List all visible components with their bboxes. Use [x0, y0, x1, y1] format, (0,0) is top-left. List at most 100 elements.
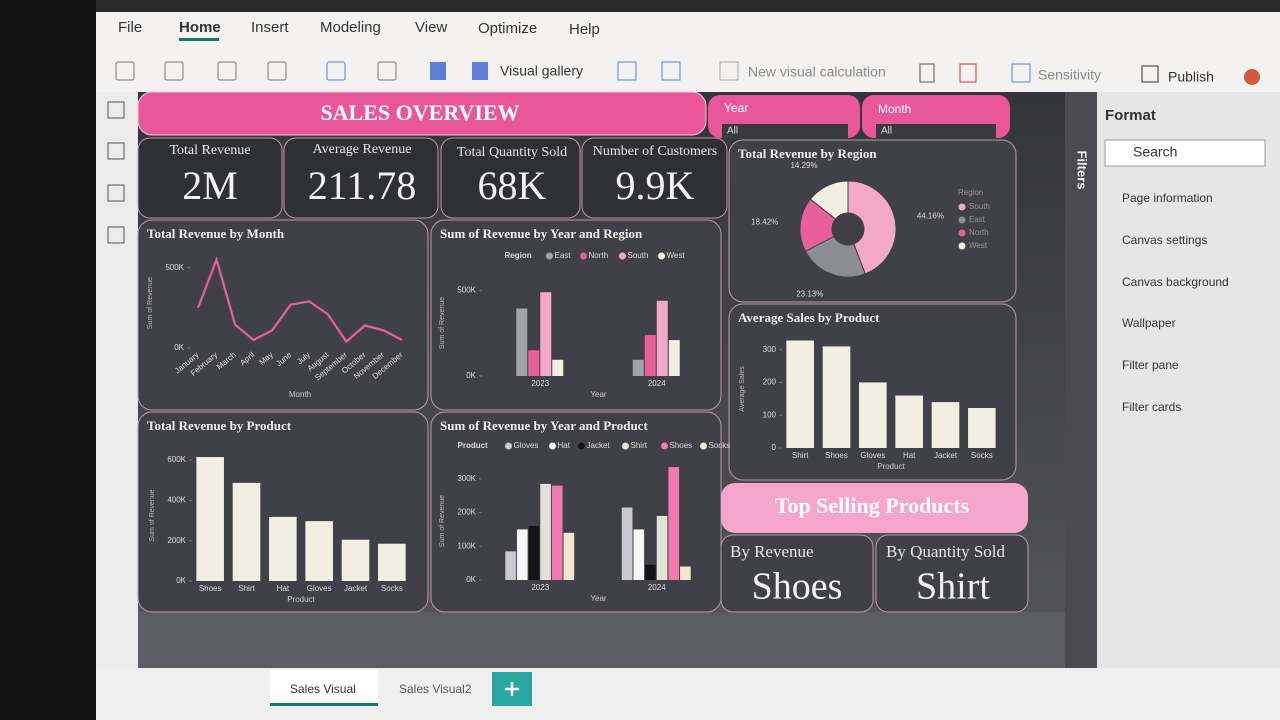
slicer-dropdown[interactable]: [722, 124, 848, 138]
search-placeholder: Search: [1133, 144, 1177, 160]
pane-section[interactable]: Filter pane: [1122, 358, 1179, 372]
y-tick-label: 200K: [167, 536, 186, 545]
card-label: Total Quantity Sold: [457, 145, 567, 160]
card: [283, 137, 439, 219]
legend-label: Socks: [709, 441, 731, 450]
card: [720, 534, 874, 613]
line: [196, 256, 403, 344]
chart-title: Total Revenue by Product: [147, 418, 292, 433]
ribbon-button[interactable]: Publish: [1168, 69, 1214, 85]
legend-swatch: [622, 442, 629, 450]
y-axis-label: Sum of Revenue: [149, 489, 156, 541]
bar: [378, 543, 406, 581]
pane-section[interactable]: Wallpaper: [1122, 316, 1176, 330]
ribbon-button[interactable]: Sensitivity: [1038, 67, 1101, 83]
y-tick-label: 0K: [176, 576, 186, 585]
card-value: Shoes: [752, 566, 843, 608]
tab[interactable]: Insert: [251, 19, 289, 36]
legend-label: North: [589, 251, 609, 260]
legend-label: Shirt: [631, 441, 648, 450]
y-axis-label: Average Sales: [739, 366, 746, 412]
search-box[interactable]: [1104, 139, 1266, 167]
legend-title: Product: [458, 441, 489, 450]
legend-label: East: [969, 215, 986, 224]
slicer-label: Month: [878, 102, 911, 116]
filters-strip[interactable]: [1065, 92, 1097, 668]
tab[interactable]: Modeling: [320, 19, 381, 36]
tab[interactable]: Help: [569, 21, 600, 38]
canvas-bottom: [138, 612, 1065, 668]
filters-label[interactable]: Filters: [1075, 150, 1090, 189]
bar: [540, 292, 552, 376]
dashboard-title: SALES OVERVIEW: [320, 100, 519, 125]
title-banner: [137, 91, 707, 136]
bar: [645, 564, 656, 580]
bar: [528, 350, 540, 376]
chart-title: Average Sales by Product: [738, 310, 880, 325]
data-label: 14.29%: [790, 161, 817, 170]
pane-section[interactable]: Canvas settings: [1122, 233, 1207, 247]
y-tick-label: 300K: [457, 474, 476, 483]
pane-section[interactable]: Canvas background: [1122, 275, 1229, 289]
tab[interactable]: File: [118, 19, 142, 36]
bar: [551, 485, 563, 580]
bar: [680, 566, 691, 580]
tab[interactable]: Optimize: [478, 20, 537, 37]
tab[interactable]: Home: [179, 19, 221, 36]
data-label: 23.13%: [796, 290, 823, 299]
card-label: By Quantity Sold: [886, 542, 1006, 561]
x-tick-label: 2023: [531, 379, 549, 388]
legend-swatch: [546, 252, 553, 260]
pane-section[interactable]: Page information: [1122, 191, 1213, 205]
legend-label: South: [628, 251, 649, 260]
x-tick-label: Gloves: [307, 584, 332, 593]
y-tick-label: 500K: [457, 286, 476, 295]
y-tick-label: 100: [763, 410, 777, 419]
top-selling-title: Top Selling Products: [775, 493, 970, 518]
legend-swatch: [661, 442, 668, 450]
page-tab-label[interactable]: Sales Visual2: [399, 682, 472, 696]
y-tick-label: 200: [763, 378, 777, 387]
left-nav: [96, 92, 138, 668]
pane-section[interactable]: Filter cards: [1122, 400, 1181, 414]
legend-swatch: [580, 252, 587, 260]
card-label: Total Revenue: [169, 143, 250, 158]
card-label: By Revenue: [730, 542, 814, 561]
ribbon-icons: [115, 61, 1260, 85]
bar: [621, 507, 633, 580]
x-axis-label: Year: [590, 390, 607, 399]
bar: [633, 529, 645, 580]
bar: [516, 529, 528, 580]
bar: [540, 483, 551, 580]
x-axis-label: Month: [289, 390, 311, 399]
x-tick-label: Socks: [381, 584, 403, 593]
bar: [668, 467, 680, 580]
bar: [895, 395, 923, 448]
legend-label: Shoes: [670, 441, 693, 450]
legend-label: East: [555, 251, 572, 260]
x-tick-label: Jacket: [934, 451, 958, 460]
x-tick-label: Shoes: [825, 451, 848, 460]
tab[interactable]: View: [415, 19, 447, 36]
x-tick-label: Jacket: [344, 584, 368, 593]
x-tick-label: Hat: [903, 451, 916, 460]
bar: [563, 532, 575, 580]
bar: [505, 551, 516, 580]
ribbon-button[interactable]: Visual gallery: [500, 63, 583, 79]
x-tick-label: Gloves: [860, 451, 885, 460]
add-icon: [505, 682, 519, 696]
legend-title: Region: [958, 188, 983, 197]
bar: [528, 526, 540, 580]
bar: [341, 539, 370, 581]
page-tab[interactable]: [270, 670, 378, 706]
chart-panel: [430, 219, 722, 411]
slicer-dropdown[interactable]: [876, 124, 996, 138]
y-tick-label: 0K: [174, 343, 184, 352]
legend-label: South: [969, 202, 990, 211]
x-tick-label: Shirt: [792, 451, 809, 460]
legend-label: Hat: [558, 441, 571, 450]
ribbon-button[interactable]: New visual calculation: [748, 64, 886, 80]
bar: [656, 515, 668, 580]
pane-title: Format: [1105, 107, 1156, 124]
page-tab-label[interactable]: Sales Visual: [290, 682, 356, 696]
